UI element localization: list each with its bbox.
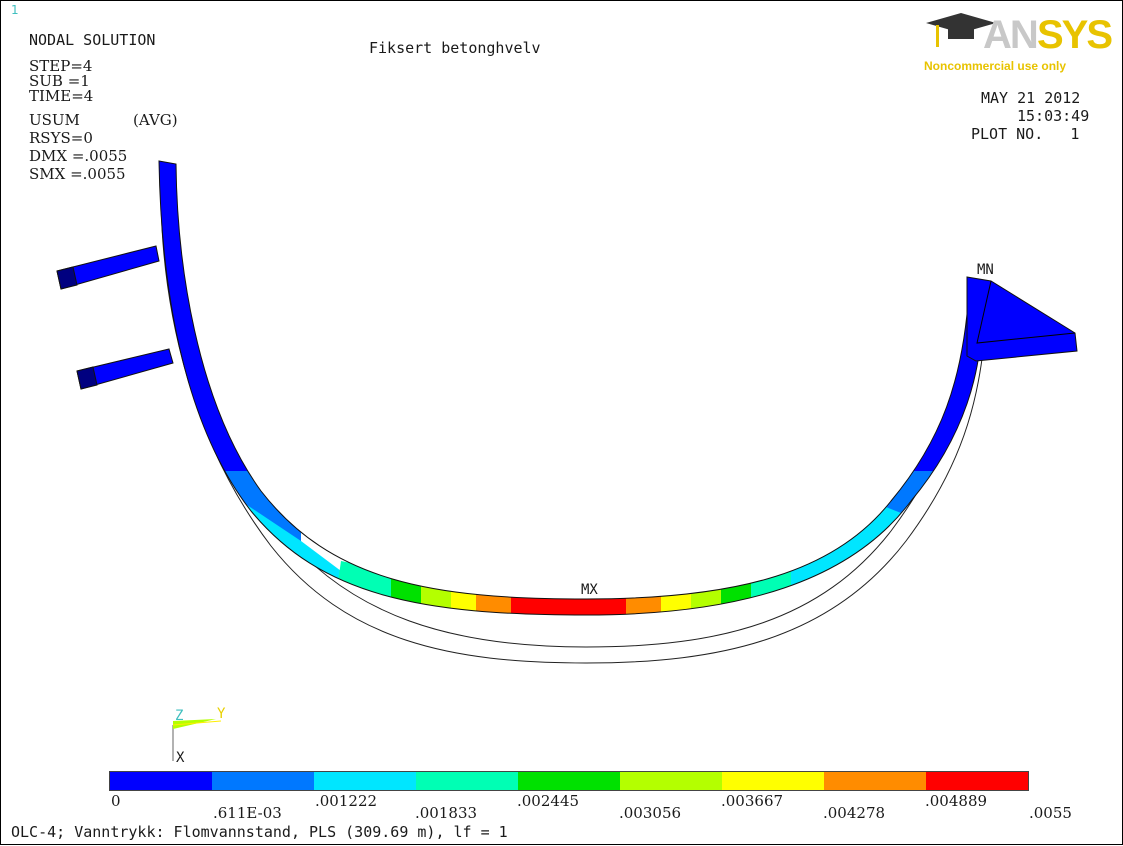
legend-swatch-2 [314, 772, 416, 790]
window-number: 1 [11, 3, 19, 17]
right-abutment [966, 276, 1078, 362]
triad-z-label: Z [175, 708, 184, 724]
noncommercial-note: Noncommercial use only [924, 59, 1067, 73]
ansys-logo-sys: SYS [1037, 13, 1113, 57]
load-case-footer: OLC-4; Vanntrykk: Flomvannstand, PLS (30… [11, 823, 508, 841]
rsys-label: RSYS=0 [29, 129, 93, 147]
plot-date: MAY 21 2012 [981, 89, 1081, 107]
dmx-label: DMX =.0055 [29, 147, 128, 165]
legend-swatch-0 [110, 772, 212, 790]
left-arms [56, 245, 174, 390]
legend-label-5: .003056 [619, 804, 682, 822]
coordinate-triad [172, 719, 222, 761]
legend-label-2: .001222 [315, 792, 378, 810]
legend-swatch-3 [416, 772, 518, 790]
min-marker: MN [977, 262, 994, 278]
avg-label: (AVG) [133, 111, 178, 129]
contour-bands [159, 161, 982, 615]
legend-label-3: .001833 [415, 804, 478, 822]
plot-time: 15:03:49 [1017, 107, 1090, 125]
legend-label-0: 0 [111, 792, 121, 810]
legend-swatch-8 [926, 772, 1028, 790]
solution-type: NODAL SOLUTION [29, 31, 156, 49]
legend-swatch-5 [620, 772, 722, 790]
triad-y-label: Y [217, 706, 226, 722]
legend-swatch-6 [722, 772, 824, 790]
smx-label: SMX =.0055 [29, 165, 126, 183]
legend-label-6: .003667 [721, 792, 784, 810]
plot-title: Fiksert betonghvelv [369, 39, 541, 57]
time-label: TIME=4 [29, 87, 94, 105]
legend-swatch-1 [212, 772, 314, 790]
max-marker: MX [581, 582, 598, 598]
legend-label-9: .0055 [1029, 804, 1072, 822]
triad-x-label: X [176, 750, 185, 766]
legend-label-1: .611E-03 [213, 804, 282, 822]
sub-label: SUB =1 [29, 72, 90, 90]
step-label: STEP=4 [29, 57, 93, 75]
legend-label-8: .004889 [925, 792, 988, 810]
legend-swatch-4 [518, 772, 620, 790]
ansys-logo-an: AN [983, 13, 1039, 57]
legend-label-7: .004278 [823, 804, 886, 822]
plot-number: PLOT NO. 1 [971, 125, 1080, 143]
undeformed-outline [160, 200, 988, 664]
usum-label: USUM [29, 111, 80, 129]
legend-label-4: .002445 [517, 792, 580, 810]
legend-swatch-7 [824, 772, 926, 790]
legend-bar [109, 771, 1029, 791]
